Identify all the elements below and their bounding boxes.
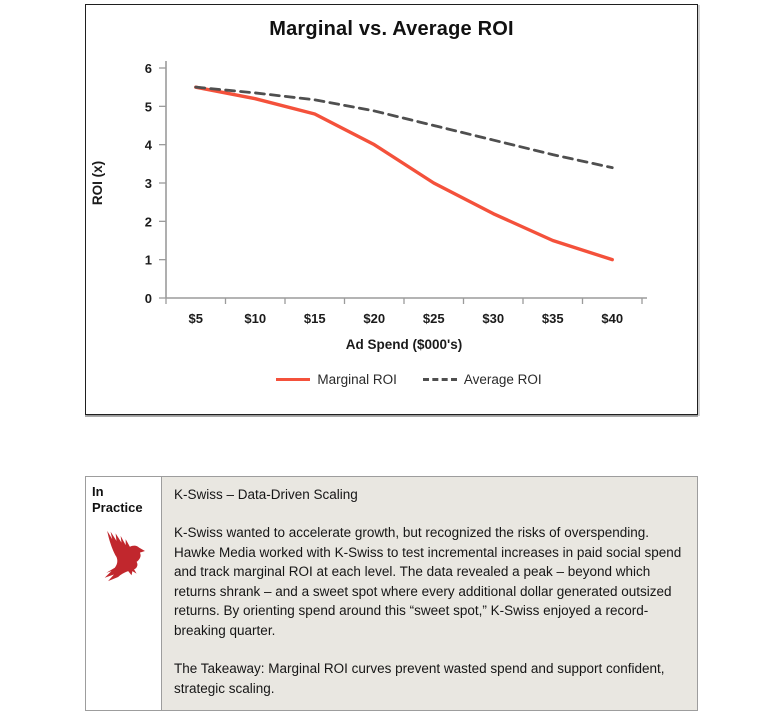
- x-tick-label: $25: [423, 311, 445, 326]
- y-tick-label: 3: [145, 176, 152, 191]
- legend-label: Marginal ROI: [317, 372, 397, 387]
- x-tick-label: $10: [244, 311, 266, 326]
- legend-label: Average ROI: [463, 372, 542, 387]
- y-axis-title: ROI (x): [90, 161, 105, 205]
- legend-item-average-roi: Average ROI: [422, 372, 542, 387]
- x-tick-label: $30: [482, 311, 504, 326]
- y-tick-label: 4: [145, 138, 153, 153]
- series-average-roi: [194, 85, 614, 170]
- chart-legend: Marginal ROI Average ROI: [166, 372, 652, 387]
- hawk-icon: [92, 530, 155, 587]
- series-marginal-roi: [194, 85, 614, 262]
- x-axis-title: Ad Spend ($000's): [345, 337, 463, 352]
- dashed-line-swatch: [422, 378, 457, 381]
- x-tick-label: $20: [363, 311, 385, 326]
- in-practice-content: K-Swiss – Data-Driven Scaling K-Swiss wa…: [162, 477, 697, 710]
- in-practice-sidebar: In Practice: [86, 477, 162, 710]
- solid-line-swatch: [276, 378, 311, 381]
- case-study-body: K-Swiss wanted to accelerate growth, but…: [174, 525, 682, 638]
- y-tick-label: 6: [145, 61, 152, 76]
- x-tick-label: $15: [304, 311, 326, 326]
- in-practice-label: In Practice: [92, 484, 143, 516]
- y-tick-label: 5: [145, 99, 152, 114]
- chart-title: Marginal vs. Average ROI: [269, 18, 514, 40]
- legend-item-marginal-roi: Marginal ROI: [276, 372, 397, 387]
- in-practice-card: In Practice K-Swiss – Data-Driven Scalin…: [85, 476, 698, 711]
- x-tick-label: $5: [189, 311, 203, 326]
- x-tick-label: $40: [601, 311, 623, 326]
- x-tick-label: $35: [542, 311, 564, 326]
- case-study-heading: K-Swiss – Data-Driven Scaling: [174, 487, 358, 502]
- y-tick-label: 0: [145, 291, 152, 306]
- y-tick-label: 1: [145, 253, 152, 268]
- line-chart: 0 1 2 3 4 5 6 $5 $10 $15 $20 $25 $30 $35 $40 ROI (x): [90, 61, 647, 326]
- chart-card: Marginal vs. Average ROI 0 1 2 3 4 5 6 $5 $10 $15…: [85, 4, 698, 415]
- y-tick-label: 2: [145, 214, 152, 229]
- case-study-takeaway: The Takeaway: Marginal ROI curves preven…: [174, 661, 665, 696]
